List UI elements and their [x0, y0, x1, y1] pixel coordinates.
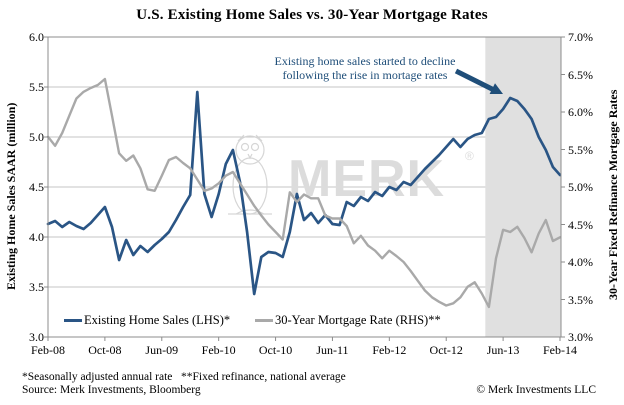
left-axis-tick-label: 4.0	[29, 230, 44, 244]
right-axis-tick-label: 6.0%	[568, 105, 593, 119]
left-axis-tick-label: 3.0	[29, 330, 44, 344]
annotation-arrowhead	[489, 83, 503, 94]
chart-title: U.S. Existing Home Sales vs. 30-Year Mor…	[136, 7, 488, 23]
right-axis-tick-label: 6.5%	[568, 67, 593, 82]
x-axis-tick-label: Feb-12	[372, 343, 407, 357]
annotation-line1: Existing home sales started to decline	[274, 54, 456, 68]
annotation-line2: following the rise in mortage rates	[282, 68, 448, 82]
mortgage-rate-line	[46, 77, 562, 309]
footnotes: *Seasonally adjusted annual rate **Fixed…	[22, 371, 346, 383]
x-axis-tick-label: Jun-09	[145, 343, 179, 357]
x-axis-tick-label: Feb-08	[31, 343, 65, 357]
source-line: Source: Merk Investments, Bloomberg	[22, 384, 201, 396]
home-sales-line	[46, 90, 562, 296]
x-axis-tick-label: Jun-11	[316, 343, 349, 357]
right-axis-tick-label: 3.5%	[568, 292, 593, 307]
left-axis-tick-label: 5.5	[29, 80, 44, 94]
left-axis-tick-label: 6.0	[29, 30, 44, 44]
watermark-registered-mark: ®	[465, 149, 474, 163]
x-axis-tick-label: Jun-13	[486, 343, 520, 357]
right-axis-tick-label: 7.0%	[568, 30, 593, 44]
right-axis-tick-label: 4.5%	[568, 217, 593, 232]
x-axis-tick-label: Oct-12	[429, 343, 463, 357]
right-axis-title: 30-Year Fixed Refinance Mortgage Rates	[606, 89, 620, 300]
right-axis-tick-label: 4.0%	[568, 255, 593, 269]
x-axis-tick-label: Feb-10	[201, 343, 236, 357]
x-axis-tick-label: Oct-08	[88, 343, 122, 357]
right-axis-tick-label: 5.0%	[568, 180, 593, 194]
x-axis-tick-label: Feb-14	[543, 343, 577, 357]
annotation-callout: Existing home sales started to decline f…	[250, 54, 480, 82]
copyright: © Merk Investments LLC	[476, 384, 596, 396]
owl-logo-icon	[228, 134, 272, 215]
shaded-region	[485, 37, 561, 337]
right-axis-tick-label: 5.5%	[568, 142, 593, 157]
left-axis-tick-label: 5.0	[29, 130, 44, 144]
annotation-arrow	[454, 68, 495, 92]
x-axis-tick-label: Oct-10	[258, 343, 293, 357]
left-axis-tick-label: 4.5	[29, 180, 44, 194]
left-axis-tick-label: 3.5	[29, 280, 44, 294]
right-axis-tick-label: 3.0%	[568, 330, 593, 344]
